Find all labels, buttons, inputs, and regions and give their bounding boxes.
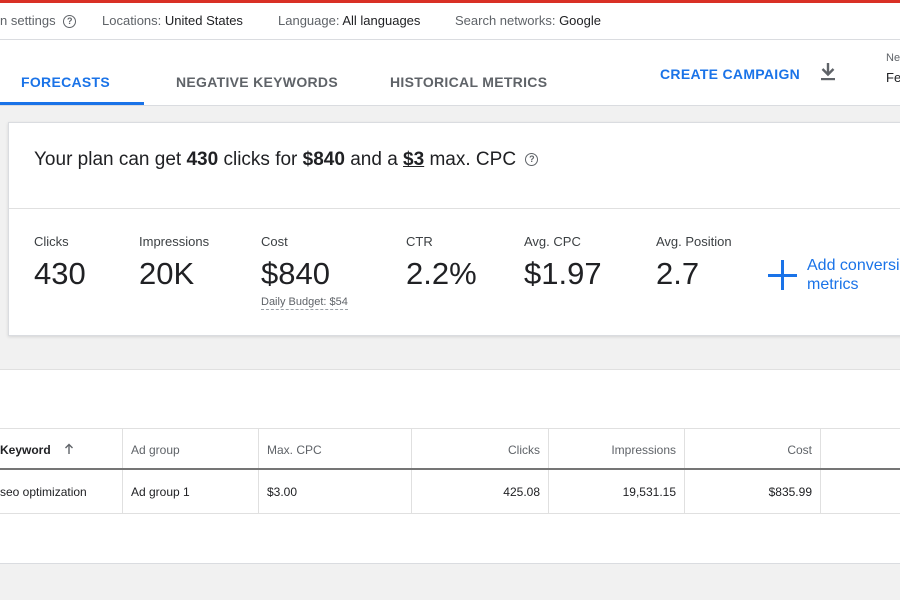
header-keyword-label: Keyword [0,443,51,457]
metric-cost-label: Cost [261,234,288,249]
daily-budget-link[interactable]: Daily Budget: $54 [261,296,348,310]
locations-label: Locations: [102,13,162,28]
create-campaign-button[interactable]: CREATE CAMPAIGN [660,66,801,82]
download-icon[interactable] [819,62,837,82]
header-clicks[interactable]: Clicks [412,429,549,468]
metric-clicks-value: 430 [34,256,86,291]
summary-clicks-for: clicks for [223,149,298,170]
networks-setting[interactable]: Search networks: Google [455,13,601,28]
metric-avg-cpc-value: $1.97 [524,256,602,291]
row-keyword[interactable]: seo optimization [0,470,123,513]
metric-avg-position-label: Avg. Position [656,234,732,249]
metric-impressions-label: Impressions [139,234,210,249]
metric-avg-cpc: Avg. CPC $1.97 [524,234,602,292]
card-divider [9,208,900,209]
tabs-bar: FORECASTS NEGATIVE KEYWORDS HISTORICAL M… [0,40,900,106]
sort-arrow-up-icon[interactable] [64,443,74,455]
plus-icon [767,260,799,292]
tab-forecasts[interactable]: FORECASTS [21,74,111,90]
top-accent-line [0,0,900,3]
add-conversion-label: Add conversi metrics [807,256,900,294]
locations-setting[interactable]: Locations: United States [102,13,243,28]
metric-avg-position: Avg. Position 2.7 [656,234,732,292]
help-icon[interactable]: ? [525,153,539,166]
locations-value: United States [164,13,243,28]
metric-clicks: Clicks 430 [34,234,86,292]
tab-historical-metrics[interactable]: HISTORICAL METRICS [390,74,548,90]
metric-ctr: CTR 2.2% [406,234,477,292]
summary-and-a: and a [350,149,398,170]
metric-impressions-value: 20K [139,256,195,291]
plan-settings-bar: n settings ? Locations: United States La… [0,3,900,40]
metric-avg-position-value: 2.7 [656,256,700,291]
row-clicks: 425.08 [412,470,549,513]
header-keyword[interactable]: Keyword [0,429,123,468]
row-impressions: 19,531.15 [549,470,685,513]
networks-value: Google [559,13,601,28]
language-setting[interactable]: Language: All languages [278,13,420,28]
table-row[interactable]: seo optimization Ad group 1 $3.00 425.08… [0,470,900,514]
ne-label: Ne [886,52,900,64]
metric-ctr-value: 2.2% [406,256,477,291]
active-tab-indicator [0,102,144,105]
metric-cost-value: $840 [261,256,330,291]
plan-settings-link[interactable]: n settings ? [0,13,77,28]
metric-ctr-label: CTR [406,234,433,249]
max-cpc-link[interactable]: $3 [403,149,425,170]
header-max-cpc[interactable]: Max. CPC [259,429,412,468]
keyword-forecast-table: Keyword Ad group Max. CPC Clicks Impress… [0,369,900,564]
row-ad-group[interactable]: Ad group 1 [123,470,259,513]
language-label: Language: [278,13,340,28]
fe-value[interactable]: Fe [886,70,900,85]
header-impressions[interactable]: Impressions [549,429,685,468]
metric-avg-cpc-label: Avg. CPC [524,234,581,249]
header-ad-group[interactable]: Ad group [123,429,259,468]
networks-label: Search networks: [455,13,556,28]
forecast-card: Your plan can get 430 clicks for $840 an… [8,122,900,336]
metric-cost: Cost $840 Daily Budget: $54 [261,234,348,310]
tab-negative-keywords[interactable]: NEGATIVE KEYWORDS [176,74,338,90]
add-conversion-line1: Add conversi [807,257,900,274]
row-max-cpc[interactable]: $3.00 [259,470,412,513]
header-cost[interactable]: Cost [685,429,821,468]
summary-clicks: 430 [186,149,219,170]
plan-settings-label: n settings [0,13,56,28]
metric-clicks-label: Clicks [34,234,69,249]
metric-impressions: Impressions 20K [139,234,209,292]
table-header-row: Keyword Ad group Max. CPC Clicks Impress… [0,428,900,470]
summary-suffix: max. CPC [429,149,517,170]
add-conversion-line2: metrics [807,276,859,293]
help-icon[interactable]: ? [63,15,77,28]
summary-prefix: Your plan can get [34,149,182,170]
plan-summary: Your plan can get 430 clicks for $840 an… [34,149,539,171]
row-cost: $835.99 [685,470,821,513]
summary-cost: $840 [302,149,345,170]
language-value: All languages [342,13,421,28]
